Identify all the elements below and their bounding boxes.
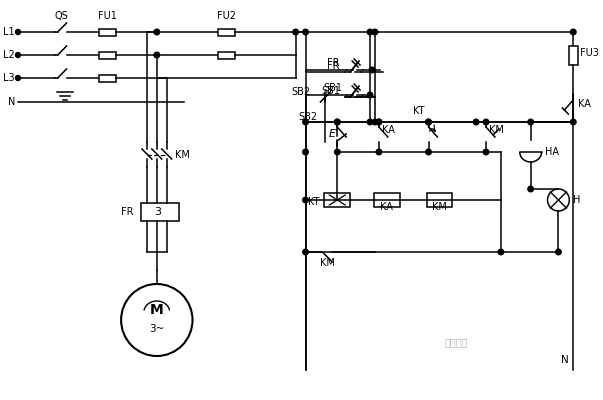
Circle shape [372,29,377,35]
Text: KM: KM [320,258,335,268]
Circle shape [528,186,534,192]
Circle shape [483,149,489,155]
Text: L3: L3 [4,73,15,83]
Bar [324,193,350,207]
Text: KM: KM [489,125,504,135]
Circle shape [369,67,374,73]
Circle shape [335,119,340,125]
Text: QS: QS [55,11,69,21]
Text: SB1: SB1 [324,83,343,93]
Text: N: N [561,355,568,365]
Text: N: N [8,97,15,107]
Circle shape [426,119,431,125]
Text: FR: FR [327,58,339,68]
Circle shape [16,52,21,58]
Text: KA: KA [380,202,393,212]
Circle shape [303,149,308,155]
Circle shape [376,119,382,125]
Circle shape [367,29,373,35]
Bar [374,193,400,207]
Circle shape [303,29,308,35]
Bar [99,74,116,82]
Circle shape [376,149,382,155]
Circle shape [570,119,576,125]
Text: 3: 3 [154,207,161,217]
Circle shape [528,119,534,125]
Text: KT: KT [413,106,425,116]
Circle shape [367,119,373,125]
Circle shape [303,119,308,125]
Circle shape [335,119,340,125]
Bar [569,46,578,64]
Text: M: M [150,303,163,317]
Circle shape [473,119,479,125]
Text: SB2: SB2 [291,87,311,97]
Text: 3~: 3~ [149,324,165,334]
Text: FU2: FU2 [216,11,236,21]
Circle shape [483,119,489,125]
Circle shape [16,30,21,34]
Bar [99,52,116,58]
Bar [99,28,116,36]
Bar [218,52,235,58]
Circle shape [376,119,382,125]
Bar [426,193,452,207]
Circle shape [570,29,576,35]
Circle shape [335,149,340,155]
Text: E: E [328,129,335,139]
Text: FU3: FU3 [580,48,599,58]
Text: SB1: SB1 [322,86,341,96]
Bar [141,203,178,221]
Circle shape [303,197,308,203]
Text: KT: KT [308,197,320,207]
Circle shape [154,29,160,35]
Text: L2: L2 [3,50,15,60]
Circle shape [555,249,561,255]
Circle shape [154,52,160,58]
Text: HA: HA [545,147,558,157]
Bar [218,28,235,36]
Circle shape [367,92,373,98]
Circle shape [372,119,377,125]
Circle shape [293,29,298,35]
Circle shape [426,119,431,125]
Circle shape [16,76,21,80]
Circle shape [426,149,431,155]
Text: KA: KA [578,99,591,109]
Text: KM: KM [432,202,447,212]
Text: KM: KM [175,150,189,160]
Text: FU1: FU1 [98,11,116,21]
Text: FR: FR [121,207,134,217]
Text: H: H [573,195,581,205]
Circle shape [498,249,504,255]
Text: SB2: SB2 [298,112,317,122]
Text: KA: KA [382,125,395,135]
Circle shape [303,249,308,255]
Text: 电子技控: 电子技控 [444,337,468,347]
Text: FR: FR [327,61,339,71]
Text: L1: L1 [4,27,15,37]
